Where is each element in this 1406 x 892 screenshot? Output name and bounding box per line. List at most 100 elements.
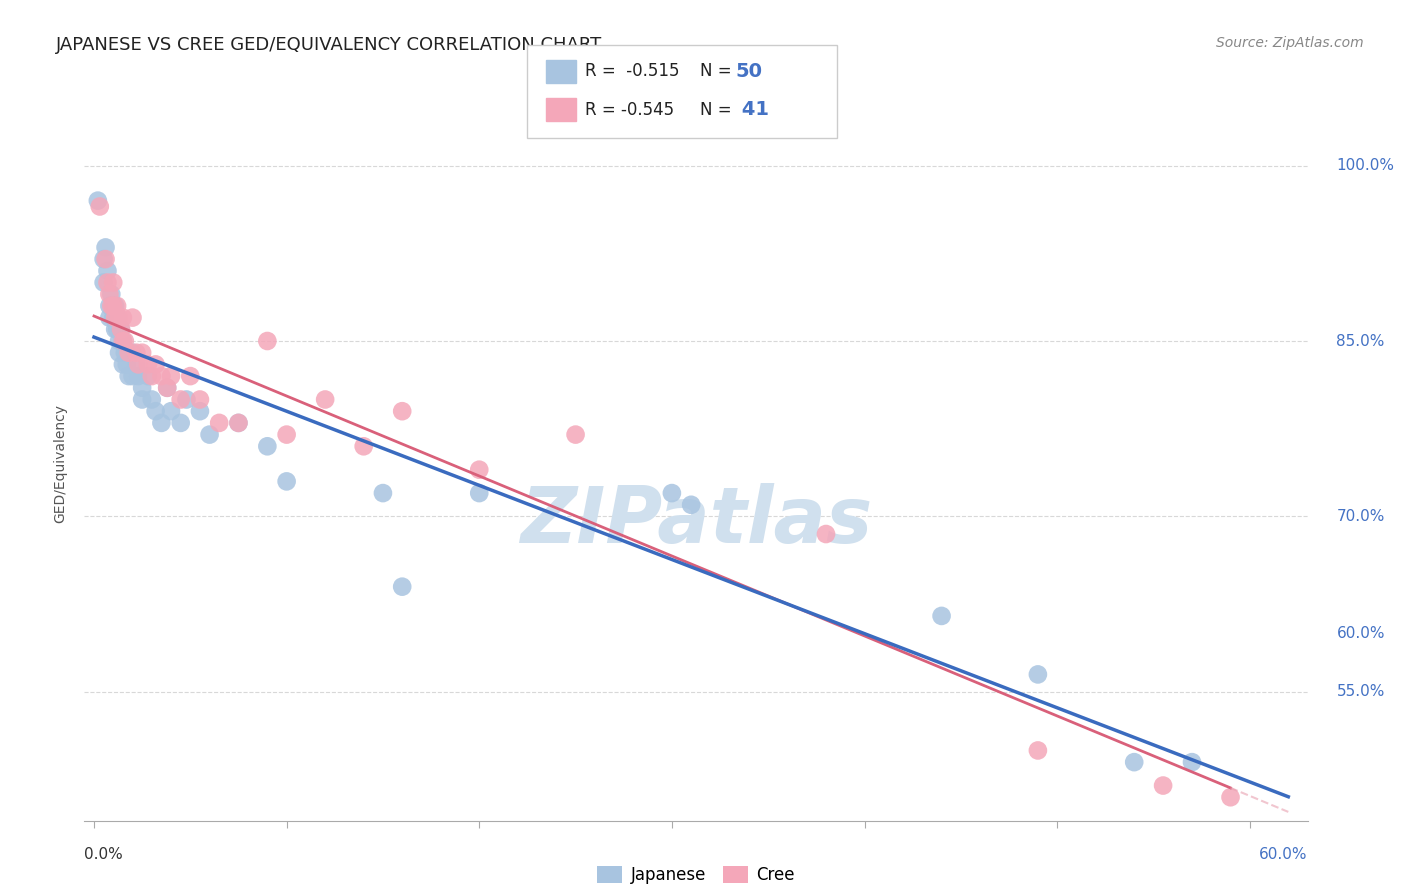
Point	[391, 580, 413, 594]
Point	[125, 345, 148, 359]
Text: 50: 50	[735, 62, 762, 81]
Point	[228, 416, 250, 430]
Text: N =: N =	[700, 101, 737, 119]
Point	[150, 369, 173, 384]
Point	[179, 369, 201, 384]
Legend: Japanese, Cree: Japanese, Cree	[591, 859, 801, 891]
Point	[103, 310, 125, 325]
Point	[121, 310, 143, 325]
Point	[314, 392, 336, 407]
Point	[188, 404, 211, 418]
Point	[104, 322, 127, 336]
Point	[136, 369, 159, 384]
Point	[276, 475, 298, 489]
Point	[228, 416, 250, 430]
Point	[145, 358, 167, 372]
Point	[156, 381, 179, 395]
Text: 85.0%: 85.0%	[1337, 334, 1385, 349]
Point	[170, 392, 193, 407]
Point	[276, 427, 298, 442]
Point	[141, 369, 163, 384]
Point	[198, 427, 221, 442]
Point	[103, 276, 125, 290]
Point	[136, 358, 159, 372]
Point	[108, 334, 131, 348]
Point	[114, 345, 136, 359]
Point	[131, 345, 153, 359]
Point	[108, 345, 131, 359]
Point	[94, 252, 117, 266]
Point	[256, 439, 278, 453]
Point	[103, 299, 125, 313]
Point	[353, 439, 375, 453]
Text: 41: 41	[735, 100, 769, 120]
Text: R =  -0.515: R = -0.515	[585, 62, 679, 80]
Text: 60.0%: 60.0%	[1260, 847, 1308, 863]
Point	[104, 310, 127, 325]
Point	[98, 310, 121, 325]
Point	[93, 276, 115, 290]
Point	[1181, 755, 1204, 769]
Point	[125, 358, 148, 372]
Point	[145, 404, 167, 418]
Point	[127, 358, 149, 372]
Point	[391, 404, 413, 418]
Point	[208, 416, 231, 430]
Point	[111, 334, 134, 348]
Text: 55.0%: 55.0%	[1337, 684, 1385, 699]
Point	[96, 276, 118, 290]
Point	[111, 310, 134, 325]
Text: 60.0%: 60.0%	[1337, 626, 1385, 641]
Point	[661, 486, 683, 500]
Text: N =: N =	[700, 62, 737, 80]
Point	[131, 381, 153, 395]
Point	[96, 264, 118, 278]
Point	[111, 334, 134, 348]
Point	[98, 287, 121, 301]
Point	[105, 299, 128, 313]
Point	[1152, 779, 1174, 793]
Point	[104, 299, 127, 313]
Text: ZIPatlas: ZIPatlas	[520, 483, 872, 559]
Point	[160, 404, 183, 418]
Point	[681, 498, 703, 512]
Point	[103, 299, 125, 313]
Point	[100, 299, 122, 313]
Point	[110, 322, 132, 336]
Point	[176, 392, 198, 407]
Point	[170, 416, 193, 430]
Point	[150, 416, 173, 430]
Point	[121, 345, 143, 359]
Point	[105, 322, 128, 336]
Point	[118, 369, 141, 384]
Point	[98, 299, 121, 313]
Text: R = -0.545: R = -0.545	[585, 101, 673, 119]
Point	[114, 334, 136, 348]
Point	[256, 334, 278, 348]
Point	[1026, 667, 1049, 681]
Point	[121, 369, 143, 384]
Point	[108, 310, 131, 325]
Point	[111, 358, 134, 372]
Point	[100, 287, 122, 301]
Point	[160, 369, 183, 384]
Point	[156, 381, 179, 395]
Point	[188, 392, 211, 407]
Text: 0.0%: 0.0%	[84, 847, 124, 863]
Point	[118, 345, 141, 359]
Point	[115, 358, 138, 372]
Point	[89, 199, 111, 213]
Text: 100.0%: 100.0%	[1337, 158, 1395, 173]
Point	[564, 427, 586, 442]
Point	[94, 240, 117, 254]
Text: JAPANESE VS CREE GED/EQUIVALENCY CORRELATION CHART: JAPANESE VS CREE GED/EQUIVALENCY CORRELA…	[56, 36, 603, 54]
Point	[468, 463, 491, 477]
Point	[127, 369, 149, 384]
Point	[93, 252, 115, 266]
Point	[110, 322, 132, 336]
Point	[1219, 790, 1241, 805]
Point	[87, 194, 110, 208]
Y-axis label: GED/Equivalency: GED/Equivalency	[53, 404, 67, 524]
Text: Source: ZipAtlas.com: Source: ZipAtlas.com	[1216, 36, 1364, 50]
Point	[131, 392, 153, 407]
